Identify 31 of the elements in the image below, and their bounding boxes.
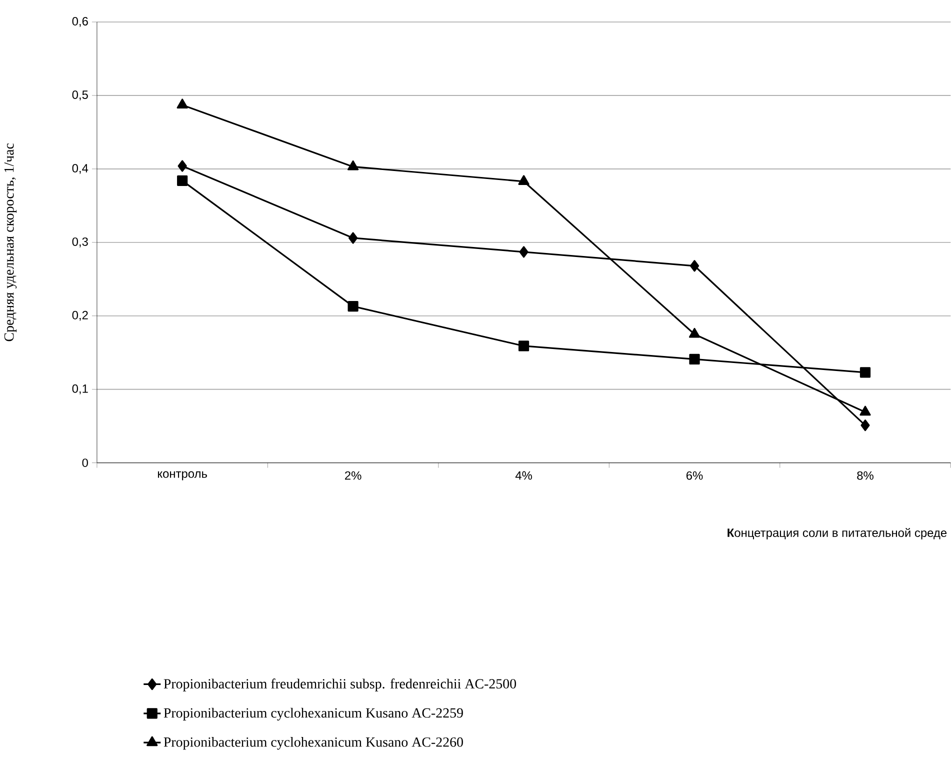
point bbox=[689, 354, 700, 365]
legend-label: Propionibacterium cyclohexanicum Kusano AC-2260 bbox=[164, 737, 463, 750]
y-tick-label: 0,3 bbox=[72, 238, 88, 248]
y-tick-label: 0,5 bbox=[72, 90, 88, 101]
x-tick-label: 8% bbox=[857, 471, 874, 480]
x-axis-title: Концетрация соли в питательной среде bbox=[728, 528, 947, 540]
y-tick-label: 0,4 bbox=[72, 164, 88, 174]
point bbox=[176, 98, 188, 109]
y-axis-title: Средняя удельная скорость, 1/час bbox=[4, 144, 17, 342]
x-tick-label: 6% bbox=[686, 471, 703, 480]
legend-label: Propionibacterium freudemrichii subsp. fredenreichii AC-2500 bbox=[164, 678, 516, 692]
x-tick-label: 4% bbox=[515, 471, 532, 480]
point bbox=[518, 340, 530, 352]
point bbox=[860, 367, 871, 378]
point bbox=[690, 260, 700, 272]
y-tick-label: 0 bbox=[82, 458, 88, 468]
point bbox=[348, 232, 358, 244]
point bbox=[688, 328, 700, 338]
legend-label: Propionibacterium cyclohexanicum Kusano AC-2259 bbox=[164, 708, 463, 721]
point bbox=[519, 246, 528, 258]
point bbox=[347, 160, 359, 170]
point bbox=[178, 160, 187, 172]
y-tick-label: 0,2 bbox=[72, 311, 88, 321]
point bbox=[177, 176, 188, 186]
y-tick-label: 0,1 bbox=[72, 384, 88, 394]
y-tick-label: 0,6 bbox=[72, 17, 88, 28]
x-tick-label: 2% bbox=[345, 471, 362, 480]
point bbox=[518, 175, 530, 186]
point bbox=[860, 420, 870, 432]
x-tick-label: контроль bbox=[158, 471, 207, 480]
point bbox=[348, 301, 358, 312]
